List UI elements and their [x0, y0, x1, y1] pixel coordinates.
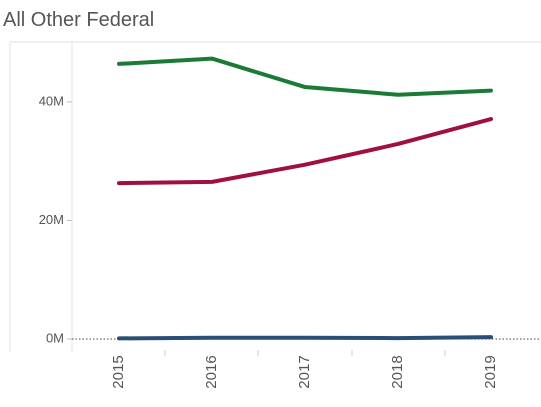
x-tick-label: 2019	[482, 355, 499, 388]
x-tick-label: 2016	[203, 355, 220, 388]
series-line	[117, 117, 493, 186]
series-line	[117, 56, 493, 97]
x-tick-label: 2018	[389, 355, 406, 388]
y-tick-label: 0M	[46, 330, 64, 345]
y-tick-label: 20M	[39, 212, 64, 227]
y-tick-label: 40M	[39, 93, 64, 108]
chart-title: All Other Federal	[3, 9, 154, 31]
x-tick-label: 2017	[296, 355, 313, 388]
x-separators	[164, 350, 446, 356]
x-tick-label: 2015	[110, 355, 127, 388]
series-line	[117, 335, 493, 341]
